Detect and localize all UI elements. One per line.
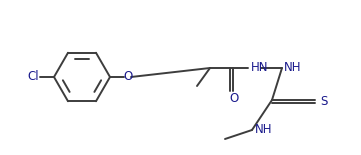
Text: O: O — [123, 70, 132, 83]
Text: O: O — [229, 91, 239, 104]
Text: S: S — [320, 95, 327, 108]
Text: NH: NH — [255, 123, 273, 136]
Text: Cl: Cl — [27, 70, 39, 83]
Text: NH: NH — [284, 61, 301, 74]
Text: HN: HN — [251, 61, 269, 74]
